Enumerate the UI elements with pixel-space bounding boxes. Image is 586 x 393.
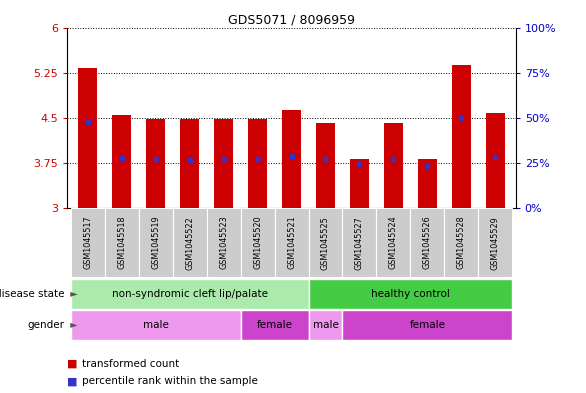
Text: male: male: [143, 320, 169, 330]
Bar: [316, 123, 335, 208]
FancyBboxPatch shape: [478, 208, 512, 277]
Text: female: female: [257, 320, 292, 330]
Bar: [146, 119, 165, 208]
FancyBboxPatch shape: [139, 208, 173, 277]
Bar: [113, 115, 131, 208]
FancyBboxPatch shape: [71, 310, 241, 340]
FancyBboxPatch shape: [105, 208, 139, 277]
Text: GSM1045529: GSM1045529: [491, 216, 500, 270]
FancyBboxPatch shape: [207, 208, 241, 277]
FancyBboxPatch shape: [241, 208, 275, 277]
FancyBboxPatch shape: [342, 310, 512, 340]
Bar: [79, 68, 97, 208]
FancyBboxPatch shape: [308, 208, 342, 277]
FancyBboxPatch shape: [376, 208, 410, 277]
Text: percentile rank within the sample: percentile rank within the sample: [82, 376, 258, 386]
FancyBboxPatch shape: [241, 310, 308, 340]
Bar: [180, 119, 199, 208]
Text: healthy control: healthy control: [371, 289, 450, 299]
Text: GSM1045521: GSM1045521: [287, 216, 296, 270]
Text: GSM1045524: GSM1045524: [389, 216, 398, 270]
Text: male: male: [312, 320, 339, 330]
FancyBboxPatch shape: [342, 208, 376, 277]
Text: GSM1045519: GSM1045519: [151, 216, 160, 270]
Text: GSM1045518: GSM1045518: [117, 216, 126, 270]
Text: transformed count: transformed count: [82, 358, 179, 369]
Bar: [350, 159, 369, 208]
Bar: [486, 113, 505, 208]
Text: non-syndromic cleft lip/palate: non-syndromic cleft lip/palate: [112, 289, 268, 299]
FancyBboxPatch shape: [444, 208, 478, 277]
Text: ■: ■: [67, 376, 81, 386]
Title: GDS5071 / 8096959: GDS5071 / 8096959: [228, 13, 355, 26]
FancyBboxPatch shape: [410, 208, 444, 277]
Text: ■: ■: [67, 358, 81, 369]
Text: GSM1045517: GSM1045517: [83, 216, 92, 270]
FancyBboxPatch shape: [308, 310, 342, 340]
Bar: [384, 123, 403, 208]
Text: GSM1045523: GSM1045523: [219, 216, 228, 270]
FancyBboxPatch shape: [71, 279, 308, 309]
Text: GSM1045528: GSM1045528: [457, 216, 466, 270]
Bar: [282, 110, 301, 208]
Text: GSM1045526: GSM1045526: [423, 216, 432, 270]
Text: GSM1045525: GSM1045525: [321, 216, 330, 270]
Bar: [248, 119, 267, 208]
Text: female: female: [410, 320, 445, 330]
FancyBboxPatch shape: [71, 208, 105, 277]
Bar: [452, 65, 471, 208]
Bar: [214, 119, 233, 208]
Text: GSM1045520: GSM1045520: [253, 216, 262, 270]
Bar: [418, 160, 437, 208]
FancyBboxPatch shape: [173, 208, 207, 277]
Text: ►: ►: [64, 289, 78, 299]
FancyBboxPatch shape: [275, 208, 308, 277]
Text: gender: gender: [28, 320, 64, 330]
FancyBboxPatch shape: [308, 279, 512, 309]
Text: GSM1045527: GSM1045527: [355, 216, 364, 270]
Text: ►: ►: [64, 320, 78, 330]
Text: GSM1045522: GSM1045522: [185, 216, 194, 270]
Text: disease state: disease state: [0, 289, 64, 299]
